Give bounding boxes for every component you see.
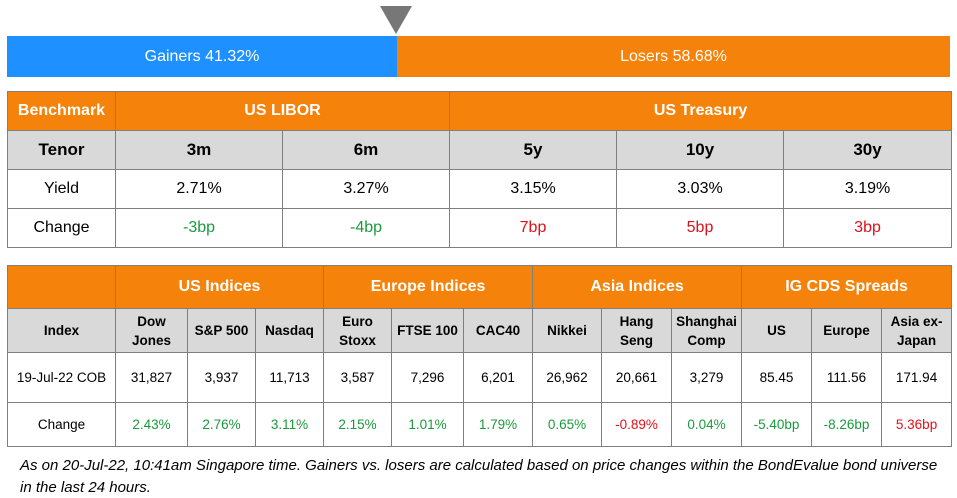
- index-value-cell: 7,296: [391, 352, 465, 403]
- index-value-cell: 111.56: [811, 352, 883, 403]
- index-column-header: Shanghai Comp: [671, 308, 743, 353]
- index-value-cell: 6,201: [463, 352, 534, 403]
- change-label: Change: [7, 208, 116, 248]
- tenor-cell: 3m: [115, 130, 283, 170]
- index-value-cell: 3,587: [323, 352, 393, 403]
- index-value-cell: 20,661: [601, 352, 673, 403]
- change-label: Change: [7, 402, 116, 447]
- change-cell: 3bp: [783, 208, 953, 248]
- gainers-losers-bar: Gainers 41.32% Losers 58.68%: [7, 36, 950, 77]
- us-indices-header: US Indices: [114, 265, 325, 309]
- index-value-cell: 11,713: [254, 352, 325, 403]
- index-change-cell: 2.76%: [187, 402, 256, 447]
- index-column-header: Hang Seng: [601, 308, 673, 353]
- index-change-cell: 1.01%: [391, 402, 465, 447]
- rates-table: Benchmark US LIBOR US Treasury Tenor 3m …: [7, 91, 953, 248]
- yield-cell: 3.19%: [783, 169, 953, 209]
- index-change-cell: 0.04%: [671, 402, 743, 447]
- index-change-cell: 1.79%: [463, 402, 534, 447]
- index-value-cell: 3,937: [187, 352, 256, 403]
- change-cell: -3bp: [115, 208, 283, 248]
- tenor-cell: 6m: [281, 130, 451, 170]
- gainers-segment: Gainers 41.32%: [7, 36, 397, 77]
- europe-indices-header: Europe Indices: [323, 265, 534, 309]
- footnote: As on 20-Jul-22, 10:41am Singapore time.…: [20, 457, 938, 496]
- yield-cell: 3.03%: [616, 169, 785, 209]
- us-libor-header: US LIBOR: [114, 91, 451, 131]
- index-group-spacer: [7, 265, 116, 309]
- index-column-header: Nikkei: [532, 308, 603, 353]
- indices-table: US Indices Europe Indices Asia Indices I…: [7, 265, 953, 447]
- tenor-label: Tenor: [7, 130, 116, 170]
- yield-cell: 3.15%: [449, 169, 618, 209]
- index-column-header: Europe: [811, 308, 883, 353]
- index-value-cell: 85.45: [741, 352, 813, 403]
- index-column-header: Dow Jones: [115, 308, 188, 353]
- index-column-header: US: [741, 308, 813, 353]
- tenor-cell: 5y: [449, 130, 618, 170]
- index-value-cell: 31,827: [115, 352, 188, 403]
- us-treasury-header: US Treasury: [449, 91, 953, 131]
- index-change-cell: -0.89%: [601, 402, 673, 447]
- index-column-header: S&P 500: [187, 308, 256, 353]
- index-change-cell: 5.36bp: [881, 402, 953, 447]
- change-cell: 5bp: [616, 208, 785, 248]
- change-cell: 7bp: [449, 208, 618, 248]
- benchmark-header: Benchmark: [7, 91, 116, 131]
- losers-segment: Losers 58.68%: [397, 36, 950, 77]
- index-change-cell: 2.15%: [323, 402, 393, 447]
- yield-cell: 3.27%: [281, 169, 451, 209]
- index-label: Index: [7, 308, 116, 353]
- index-change-cell: -8.26bp: [811, 402, 883, 447]
- index-column-header: FTSE 100: [391, 308, 465, 353]
- ig-cds-spreads-header: IG CDS Spreads: [741, 265, 953, 309]
- yield-cell: 2.71%: [115, 169, 283, 209]
- index-change-cell: 2.43%: [115, 402, 188, 447]
- gainers-losers-split-marker-icon: [380, 6, 412, 34]
- index-column-header: Asia ex-Japan: [881, 308, 953, 353]
- index-change-cell: 3.11%: [254, 402, 325, 447]
- index-value-cell: 26,962: [532, 352, 603, 403]
- index-value-cell: 171.94: [881, 352, 953, 403]
- index-change-cell: 0.65%: [532, 402, 603, 447]
- index-column-header: CAC40: [463, 308, 534, 353]
- index-column-header: Nasdaq: [254, 308, 325, 353]
- index-change-cell: -5.40bp: [741, 402, 813, 447]
- index-column-header: Euro Stoxx: [323, 308, 393, 353]
- date-label: 19-Jul-22 COB: [7, 352, 116, 403]
- change-cell: -4bp: [281, 208, 451, 248]
- tenor-cell: 30y: [783, 130, 953, 170]
- yield-label: Yield: [7, 169, 116, 209]
- asia-indices-header: Asia Indices: [532, 265, 743, 309]
- tenor-cell: 10y: [616, 130, 785, 170]
- index-value-cell: 3,279: [671, 352, 743, 403]
